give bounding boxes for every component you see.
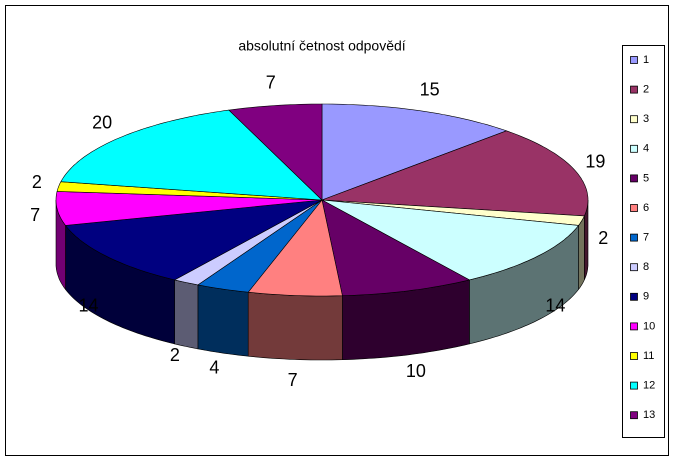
data-label: 14 — [545, 295, 565, 315]
data-label: 2 — [32, 172, 42, 192]
legend-label: 1 — [643, 54, 649, 66]
legend-swatch — [630, 204, 638, 212]
legend-swatch — [630, 352, 638, 360]
pie-slice — [228, 103, 323, 201]
data-label: 10 — [406, 361, 426, 381]
data-label: 14 — [79, 295, 99, 315]
data-label: 7 — [288, 370, 298, 390]
legend-swatch — [630, 263, 638, 272]
legend-swatch — [630, 85, 638, 94]
legend-label: 13 — [643, 409, 655, 421]
legend-swatch — [630, 174, 638, 183]
legend-label: 9 — [643, 291, 649, 303]
legend-swatch — [630, 144, 638, 153]
data-label: 2 — [170, 345, 180, 365]
legend-label: 11 — [643, 350, 654, 362]
pie-slice — [321, 199, 471, 297]
legend-label: 5 — [643, 172, 649, 184]
data-label: 2 — [598, 228, 608, 248]
chart-title: absolutní četnost odpovědí — [238, 38, 405, 54]
pie-slice — [60, 109, 323, 201]
legend-swatch — [630, 233, 638, 242]
pie-sides — [55, 200, 589, 361]
data-label: 7 — [266, 73, 276, 93]
pie-slice — [55, 191, 323, 226]
pie-tops — [55, 103, 589, 297]
data-label: 4 — [209, 358, 219, 378]
legend-swatch — [630, 411, 638, 420]
legend-label: 6 — [643, 202, 649, 214]
data-label: 19 — [585, 152, 605, 172]
labels: 15 19 2 14 10 7 4 2 14 7 2 20 7 — [30, 73, 608, 390]
legend-swatch — [630, 381, 638, 390]
pie-slice — [64, 199, 323, 281]
legend-label: 2 — [643, 84, 649, 96]
pie-side — [247, 291, 343, 361]
pie-slice — [247, 199, 343, 297]
pie-slice — [321, 103, 508, 201]
data-label: 7 — [30, 205, 40, 225]
legend-label: 3 — [643, 113, 649, 125]
legend-label: 7 — [643, 232, 649, 244]
legend-swatch — [630, 115, 638, 124]
legend-swatch — [630, 56, 638, 64]
pie-slice — [173, 199, 323, 286]
legend-swatch — [630, 292, 638, 301]
legend-label: 12 — [643, 380, 655, 392]
legend-label: 8 — [643, 261, 649, 273]
pie-side — [197, 284, 249, 357]
legend-box — [622, 45, 665, 438]
legend-label: 10 — [643, 320, 655, 332]
legend-label: 4 — [643, 143, 649, 155]
pie-side — [174, 279, 199, 350]
pie-slice — [321, 130, 589, 217]
data-label: 20 — [92, 113, 112, 133]
pie-slice — [197, 199, 323, 293]
data-label: 15 — [420, 79, 440, 99]
pie-side — [578, 215, 585, 291]
legend-swatch — [630, 322, 638, 331]
pie-slice — [321, 199, 580, 281]
